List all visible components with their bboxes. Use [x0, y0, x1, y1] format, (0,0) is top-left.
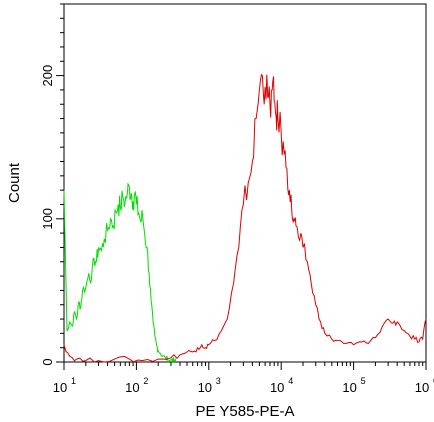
y-tick-label: 200 [40, 65, 55, 87]
x-tick-label: 10 [125, 380, 139, 395]
histogram-series-line [63, 73, 427, 363]
x-tick-label: 10 [342, 380, 356, 395]
plot-frame [63, 3, 427, 363]
x-tick-label: 10 [198, 380, 212, 395]
x-axis-title: PE Y585-PE-A [196, 403, 295, 420]
x-tick-exponent: 3 [216, 376, 221, 386]
y-tick-label: 0 [40, 358, 55, 365]
x-axis: 101102103104105106 [53, 362, 434, 395]
x-tick-label: 10 [270, 380, 284, 395]
histogram-series-line [63, 182, 177, 364]
x-tick-label: 10 [53, 380, 67, 395]
y-tick-label: 100 [40, 208, 55, 230]
x-tick-exponent: 1 [71, 376, 76, 386]
y-axis: 0 100 200 [40, 3, 64, 366]
x-tick-exponent: 5 [361, 376, 366, 386]
x-tick-exponent: 4 [288, 376, 293, 386]
x-tick-exponent: 2 [143, 376, 148, 386]
y-axis-title: Count [6, 162, 23, 203]
x-tick-label: 10 [415, 380, 429, 395]
series-layer [63, 73, 427, 364]
